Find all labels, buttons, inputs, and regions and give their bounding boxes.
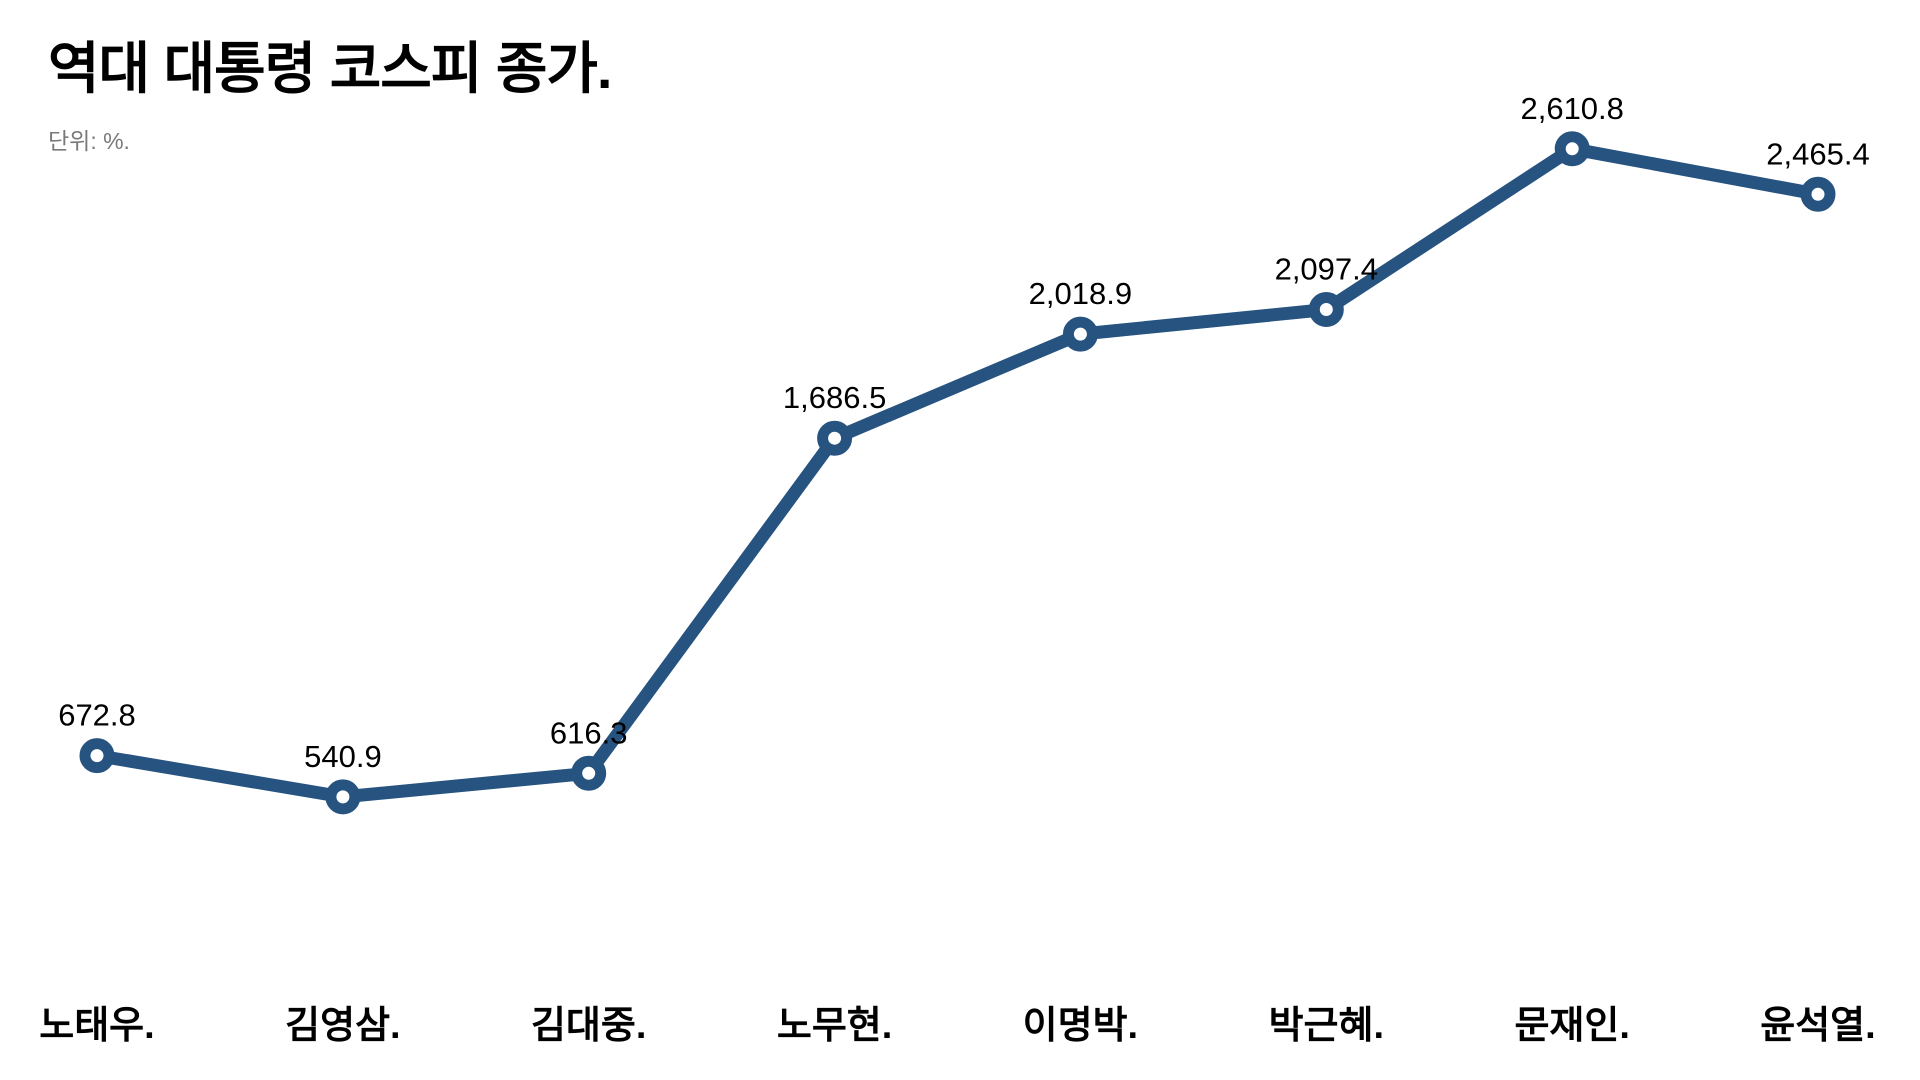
data-point-value-label: 540.9 <box>304 739 382 774</box>
line-series <box>90 142 1825 804</box>
series-line <box>90 142 1825 804</box>
data-point-value-label: 2,610.8 <box>1520 91 1623 126</box>
category-axis-label: 노무현. <box>777 1005 892 1047</box>
data-point-marker <box>325 779 361 815</box>
data-point-value-label: 2,097.4 <box>1275 252 1378 287</box>
category-axis-label: 박근혜. <box>1269 1005 1384 1047</box>
data-point-marker <box>571 755 607 791</box>
data-point-value-label: 672.8 <box>58 698 136 733</box>
chart-header: 역대 대통령 코스피 종가. 단위: %. <box>48 37 612 156</box>
category-axis-label: 김영삼. <box>285 1005 400 1047</box>
data-point-marker <box>1554 131 1590 167</box>
category-axis-label: 김대중. <box>531 1005 646 1047</box>
data-point-marker <box>817 420 853 456</box>
category-axis-label: 윤석열. <box>1760 1005 1875 1047</box>
value-labels: 672.8 540.9 616.3 1,686.5 2,018.9 2,097.4 2,61… <box>58 91 1870 774</box>
data-point-marker <box>79 738 115 774</box>
data-point-value-label: 2,018.9 <box>1029 276 1132 311</box>
category-axis-labels: 노태우. 김영삼. 김대중. 노무현. 이명박. 박근혜. 문재인. 윤석열. <box>39 1005 1875 1047</box>
data-point-marker <box>1062 316 1098 352</box>
chart-unit-label: 단위: %. <box>48 127 130 154</box>
data-point-value-label: 616.3 <box>550 715 628 750</box>
category-axis-label: 이명박. <box>1023 1005 1138 1047</box>
data-point-value-label: 1,686.5 <box>783 380 886 415</box>
category-axis-label: 노태우. <box>39 1005 154 1047</box>
data-point-value-label: 2,465.4 <box>1766 136 1869 171</box>
category-axis-label: 문재인. <box>1514 1005 1629 1047</box>
data-point-markers <box>79 131 1836 815</box>
data-point-marker <box>1800 176 1836 212</box>
chart-title: 역대 대통령 코스피 종가. <box>48 37 612 100</box>
data-point-marker <box>1308 292 1344 327</box>
